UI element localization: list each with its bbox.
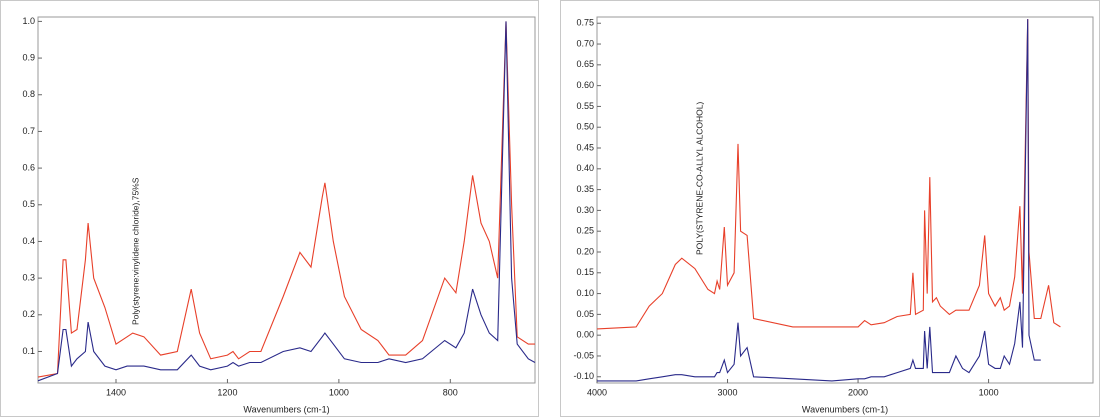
y-tick-label: -0.05 [573, 350, 594, 360]
spectrum-line [37, 21, 536, 382]
annotation: Poly(styrene:vinylidene chloride),75%S [130, 177, 140, 325]
y-tick-label: 0.4 [22, 236, 35, 246]
plot-frame [596, 16, 1094, 384]
y-tick-label: 0.05 [576, 309, 594, 319]
x-axis-title: Wavenumbers (cm-1) [802, 404, 888, 414]
y-tick-label: 0.00 [576, 330, 594, 340]
y-tick-label: 0.9 [22, 52, 35, 62]
y-tick-label: 0.70 [576, 38, 594, 48]
y-tick-label: 0.8 [22, 89, 35, 99]
y-tick-label: 0.55 [576, 101, 594, 111]
y-tick-label: 0.15 [576, 267, 594, 277]
y-tick-label: 0.60 [576, 80, 594, 90]
plot-frame [37, 16, 536, 384]
x-tick-label: 1000 [979, 387, 999, 397]
y-tick-label: 0.45 [576, 142, 594, 152]
y-tick-label: 0.7 [22, 126, 35, 136]
x-tick-label: 800 [443, 387, 458, 397]
x-tick-label: 1400 [106, 387, 126, 397]
y-tick-label: 0.35 [576, 184, 594, 194]
y-tick-label: 0.5 [22, 199, 35, 209]
y-tick-label: -0.10 [573, 371, 594, 381]
y-tick-label: 1.0 [22, 16, 35, 26]
x-axis-title: Wavenumbers (cm-1) [243, 404, 329, 414]
panel [560, 0, 1100, 417]
spectrum-line [37, 21, 535, 378]
y-tick-label: 0.20 [576, 246, 594, 256]
x-tick-label: 3000 [718, 387, 738, 397]
y-tick-label: 0.1 [22, 346, 35, 356]
x-tick-label: 2000 [848, 387, 868, 397]
y-tick-label: 0.2 [22, 309, 35, 319]
y-tick-label: 0.10 [576, 288, 594, 298]
y-tick-label: 0.65 [576, 59, 594, 69]
y-tick-label: 0.50 [576, 122, 594, 132]
y-tick-label: 0.30 [576, 205, 594, 215]
y-tick-label: 0.25 [576, 226, 594, 236]
y-tick-label: 0.40 [576, 163, 594, 173]
y-tick-label: 0.3 [22, 272, 35, 282]
y-tick-label: 0.6 [22, 162, 35, 172]
annotation: POLY(STYRENE-CO-ALLYL ALCOHOL) [694, 101, 704, 255]
x-tick-label: 1000 [329, 387, 349, 397]
x-tick-label: 4000 [587, 387, 607, 397]
panel [0, 0, 539, 417]
spectrum-line [597, 19, 1041, 382]
x-tick-label: 1200 [217, 387, 237, 397]
spectrum-line [596, 19, 1061, 330]
y-tick-label: 0.75 [576, 18, 594, 28]
